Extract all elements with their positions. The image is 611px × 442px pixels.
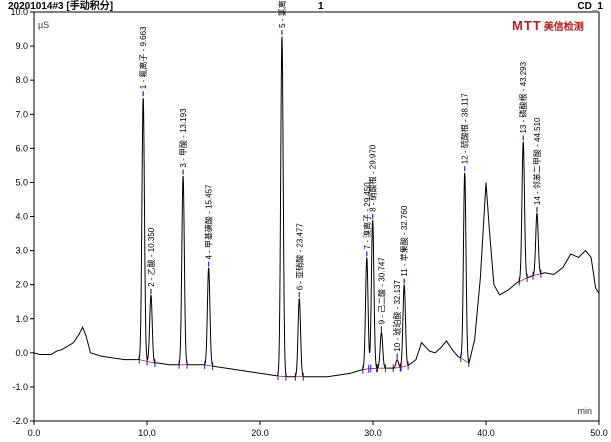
peak-label: 7 - 溴离子 - 29.450: [362, 182, 372, 250]
y-tick-label: 6.0: [15, 143, 28, 153]
y-tick-label: -2.0: [12, 416, 28, 426]
y-tick-label: 0.0: [15, 348, 28, 358]
y-tick-label: -1.0: [12, 382, 28, 392]
peak-label: 4 - 甲基磺酸 - 15.457: [204, 184, 214, 260]
peak-baseline: [204, 364, 213, 367]
peak-label: 2 - 乙酸 - 10.350: [146, 227, 156, 287]
peak-label: 13 - 磷酸根 - 43.293: [518, 61, 528, 133]
peak-label: 12 - 硫酸根 - 38.117: [460, 93, 470, 165]
y-tick-label: 3.0: [15, 246, 28, 256]
channel-label: CD_1: [577, 1, 603, 12]
peak-baseline: [519, 277, 528, 282]
page-number: 1: [318, 1, 324, 12]
peak-label: 11 - 苹果酸 - 32.760: [399, 205, 409, 277]
peak-baseline: [146, 360, 155, 364]
signal-trace: [33, 36, 600, 378]
peak-label: 3 - 甲酸 - 13.193: [178, 108, 188, 168]
logo-mark: MTT: [512, 18, 542, 33]
x-tick-label: 0.0: [28, 428, 41, 438]
x-tick-label: 30.0: [364, 428, 382, 438]
y-tick-label: 9.0: [15, 41, 28, 51]
x-tick-label: 50.0: [590, 428, 608, 438]
x-tick-label: 10.0: [138, 428, 156, 438]
plot-frame: [33, 11, 600, 422]
peak-label: 1 - 氟离子 - 9.663: [138, 26, 148, 89]
peak-baseline: [460, 357, 469, 364]
logo-name: 美信检测: [543, 22, 584, 33]
x-axis-unit: min: [577, 406, 592, 416]
peak-baseline: [277, 375, 286, 378]
peak-baseline: [368, 367, 377, 370]
peak-label: 6 - 亚硝酸 - 23.477: [294, 223, 304, 291]
y-axis-unit: µS: [38, 20, 49, 30]
y-tick-label: 4.0: [15, 212, 28, 222]
y-tick-label: 2.0: [15, 280, 28, 290]
peak-labels: 1 - 氟离子 - 9.663 2 - 乙酸 - 10.350 3 - 甲酸 - 1…: [138, 0, 542, 359]
peak-baseline: [139, 359, 148, 362]
peak-label: 8 - 硝酸根 - 29.970: [368, 144, 378, 212]
y-tick-label: 10.0: [10, 7, 28, 17]
x-tick-label: 40.0: [477, 428, 495, 438]
peak-baseline: [532, 273, 542, 277]
peak-label: 14 - 邻苯二甲酸 - 44.510: [532, 117, 542, 205]
report-header: 20201014#3 [手动积分] 1 CD_1: [0, 0, 611, 13]
x-tick-label: 20.0: [251, 428, 269, 438]
x-axis: 0.0 10.0 20.0 30.0 40.0 50.0: [28, 421, 608, 438]
peak-label: 9 - 己二酸 - 30.747: [376, 257, 386, 325]
peak-baseline: [400, 365, 409, 368]
lab-logo: MTT 美信检测: [512, 17, 584, 35]
sample-title: 20201014#3 [手动积分]: [8, 1, 114, 12]
y-tick-label: 5.0: [15, 177, 28, 187]
y-axis: -2.0 -1.0 0.0 1.0 2.0 3.0 4.0 5.0 6.0 7.0 8.0 9.0 10…: [10, 7, 34, 426]
y-tick-label: 8.0: [15, 75, 28, 85]
y-tick-label: 1.0: [15, 314, 28, 324]
peak-label: 5 - 氯离子 - 21.943: [277, 0, 287, 28]
y-tick-label: 7.0: [15, 109, 28, 119]
peak-label: 10 - 琥珀酸 - 32.137: [392, 280, 402, 352]
